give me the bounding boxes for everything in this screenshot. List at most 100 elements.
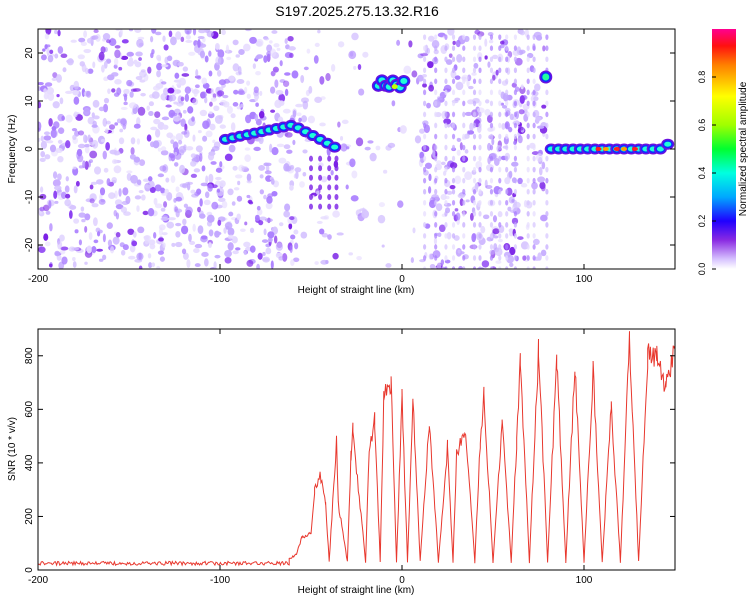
- spectrogram-noise-blob: [495, 260, 502, 264]
- spectrogram-noise-blob: [100, 46, 106, 54]
- spectrogram-noise-blob: [283, 144, 291, 150]
- spectrogram-y-axis: -20 -10 0 10 20: [24, 47, 675, 252]
- spectrogram-noise-blob: [485, 184, 493, 190]
- spectrogram-streak: [434, 111, 438, 118]
- spectrogram-noise-blob: [188, 233, 192, 242]
- spectrogram-noise-blob: [120, 206, 128, 213]
- spectrogram-noise-blob: [154, 111, 161, 118]
- spectrogram-noise-blob: [232, 63, 240, 72]
- spectrogram-streak: [532, 133, 536, 140]
- spectrogram-noise-blob: [290, 234, 296, 240]
- spectrogram-noise-blob: [123, 101, 128, 106]
- spectrogram-noise-blob: [114, 122, 119, 126]
- spectrogram-streak: [526, 89, 530, 96]
- spectrogram-noise-blob: [44, 241, 51, 247]
- spectrogram-noise-blob: [210, 88, 215, 96]
- spectrogram-streak: [513, 67, 518, 74]
- spectrogram-noise-blob: [210, 97, 217, 102]
- spectrogram-noise-blob: [256, 205, 261, 211]
- spectrogram-noise-blob: [238, 65, 242, 75]
- spectrogram-streak: [498, 34, 502, 40]
- spectrogram-noise-blob: [103, 103, 109, 113]
- spectrogram-noise-blob: [60, 246, 69, 251]
- spectrogram-streak: [423, 188, 427, 195]
- spectrogram-noise-blob: [522, 255, 527, 261]
- feature-peak: [631, 147, 638, 151]
- spectrogram-noise-blob: [107, 74, 115, 81]
- spectrogram-noise-blob: [273, 235, 278, 244]
- spectrogram-noise-blob: [259, 174, 264, 179]
- spectrogram-noise-blob: [214, 231, 222, 236]
- spectrogram-noise-blob: [236, 106, 242, 110]
- spectrogram-streak: [498, 89, 502, 96]
- feature-drip: [309, 155, 313, 162]
- feature-drip: [334, 194, 339, 200]
- spectrogram-noise-blob: [330, 169, 334, 176]
- spectrogram-streak: [505, 211, 509, 217]
- spectrogram-streak: [451, 111, 456, 118]
- spectrogram-streak: [513, 34, 518, 40]
- colorbar-gradient: [712, 29, 736, 269]
- spectrogram-noise-blob: [72, 134, 77, 140]
- spectrogram-noise-blob: [98, 51, 105, 61]
- spectrogram-noise-blob: [508, 126, 513, 133]
- spectrogram-noise-blob: [194, 263, 201, 268]
- spectrogram-noise-blob: [295, 171, 299, 179]
- spectrogram-streak: [444, 166, 448, 173]
- spectrogram-noise-blob: [44, 33, 50, 40]
- spectrogram-noise-blob: [265, 247, 272, 255]
- y-tick-label: 200: [24, 508, 35, 525]
- x-tick-label: 100: [576, 575, 593, 586]
- spectrogram-noise-blob: [537, 176, 546, 183]
- spectrogram-noise-blob: [465, 199, 470, 203]
- spectrogram-streak: [478, 67, 482, 74]
- spectrogram-noise-blob: [520, 84, 524, 90]
- spectrogram-noise-blob: [151, 48, 155, 55]
- spectrogram-streak: [434, 177, 438, 184]
- spectrogram-noise-blob: [180, 96, 185, 102]
- spectrogram-streak: [545, 233, 549, 239]
- spectrogram-noise-blob: [59, 97, 64, 105]
- spectrogram-noise-blob: [282, 108, 291, 114]
- spectrogram-noise-blob: [206, 214, 215, 223]
- spectrogram-noise-blob: [206, 30, 214, 38]
- spectrogram-noise-blob: [538, 166, 543, 176]
- spectrogram-noise-blob: [484, 55, 488, 60]
- spectrogram-streak: [434, 211, 438, 217]
- spectrogram-noise-blob: [87, 134, 91, 143]
- spectrogram-noise-blob: [115, 232, 121, 238]
- spectrogram-noise-blob: [86, 90, 92, 98]
- feature-drip: [318, 174, 323, 181]
- spectrogram-noise-blob: [207, 183, 213, 192]
- spectrogram-noise-blob: [446, 190, 453, 195]
- spectrogram-streak: [526, 155, 530, 162]
- spectrogram-noise-blob: [67, 58, 74, 66]
- spectrogram-streak: [434, 78, 438, 85]
- spectrogram-noise-blob: [193, 168, 201, 173]
- spectrogram-noise-blob: [162, 242, 166, 249]
- spectrogram-noise-blob: [289, 185, 294, 191]
- spectrogram-noise-blob: [436, 160, 442, 165]
- spectrogram-streak: [532, 233, 536, 239]
- spectrogram-noise-blob: [291, 70, 299, 79]
- spectrogram-streak: [545, 89, 549, 96]
- spectrogram-streak: [462, 233, 466, 239]
- spectrogram-noise-blob: [93, 239, 99, 244]
- feature-drip: [327, 203, 332, 210]
- spectrogram-noise-blob: [81, 63, 87, 73]
- spectrogram-streak: [423, 266, 427, 269]
- spectrogram-noise-blob: [209, 123, 216, 131]
- spectrogram-streak: [526, 122, 530, 129]
- spectrogram-noise-blob: [91, 139, 99, 149]
- spectrogram-noise-blob: [126, 170, 133, 174]
- spectrogram-noise-blob: [73, 80, 80, 90]
- feature-core: [400, 77, 408, 84]
- spectrogram-noise-blob: [513, 140, 517, 145]
- spectrogram-noise-blob: [103, 167, 109, 173]
- spectrogram-noise-blob: [180, 36, 185, 42]
- spectrogram-streak: [451, 222, 456, 228]
- spectrogram-noise-blob: [231, 201, 236, 206]
- spectrogram-noise-blob: [232, 250, 239, 255]
- spectrogram-noise-blob: [468, 85, 474, 90]
- spectrogram-noise-blob: [271, 190, 278, 197]
